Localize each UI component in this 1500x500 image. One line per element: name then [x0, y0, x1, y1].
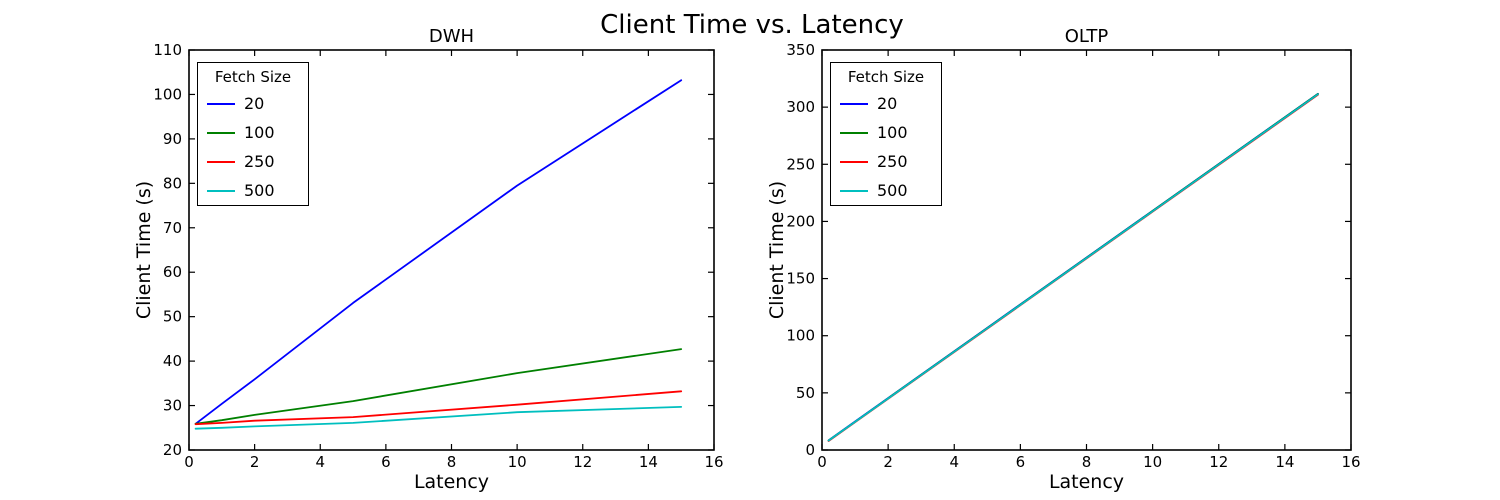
y-tick-label: 30 — [163, 397, 182, 415]
x-tick-label: 8 — [1082, 453, 1092, 471]
x-axis-label: Latency — [1049, 471, 1124, 493]
legend-label: 500 — [877, 181, 908, 200]
x-tick-label: 16 — [1341, 453, 1360, 471]
legend-entry-500: 500 — [198, 176, 308, 205]
subplot-title: DWH — [429, 26, 474, 47]
y-tick-label: 100 — [153, 85, 182, 103]
x-tick-label: 8 — [447, 453, 457, 471]
y-tick-label: 70 — [163, 219, 182, 237]
legend-line-swatch — [840, 160, 868, 163]
legend-line-swatch — [207, 189, 235, 192]
legend-entry-100: 100 — [831, 118, 941, 147]
x-tick-label: 0 — [184, 453, 194, 471]
legend-label: 250 — [244, 152, 275, 171]
subplot-dwh: 0 2 4 6 8 10 12 14 16 20 30 40 50 60 70 80 90 100 110 DWH La… — [133, 26, 724, 493]
legend-label: 20 — [244, 94, 265, 113]
legend-label: 250 — [877, 152, 908, 171]
legend-oltp: Fetch Size 20 100 250 500 — [830, 62, 942, 206]
legend-line-swatch — [207, 102, 235, 105]
legend-entry-500: 500 — [831, 176, 941, 205]
y-tick-label: 20 — [163, 441, 182, 459]
y-tick-label: 50 — [796, 384, 815, 402]
legend-line-swatch — [207, 160, 235, 163]
legend-entry-100: 100 — [198, 118, 308, 147]
legend-line-swatch — [840, 102, 868, 105]
legend-title: Fetch Size — [847, 68, 925, 86]
y-axis-label: Client Time (s) — [766, 181, 788, 319]
y-tick-label: 350 — [786, 41, 815, 59]
x-tick-label: 14 — [1275, 453, 1294, 471]
y-tick-label: 250 — [786, 155, 815, 173]
legend-dwh: Fetch Size 20 100 250 500 — [197, 62, 309, 206]
x-tick-label: 4 — [949, 453, 959, 471]
x-tick-label: 6 — [381, 453, 391, 471]
figure-title: Client Time vs. Latency — [600, 10, 904, 40]
y-tick-label: 60 — [163, 263, 182, 281]
legend-line-swatch — [207, 131, 235, 134]
legend-label: 500 — [244, 181, 275, 200]
line-series-20 — [194, 79, 683, 425]
x-tick-label: 10 — [508, 453, 527, 471]
x-tick-label: 2 — [250, 453, 260, 471]
subplot-title: OLTP — [1065, 26, 1109, 47]
legend-entry-250: 250 — [831, 147, 941, 176]
line-series-500 — [194, 405, 683, 430]
y-tick-label: 200 — [786, 212, 815, 230]
x-tick-label: 10 — [1143, 453, 1162, 471]
y-tick-label: 90 — [163, 130, 182, 148]
line-series-500 — [827, 93, 1319, 442]
legend-label: 100 — [877, 123, 908, 142]
legend-title: Fetch Size — [214, 68, 292, 86]
y-tick-label: 50 — [163, 308, 182, 326]
legend-label: 100 — [244, 123, 275, 142]
y-tick-label: 40 — [163, 352, 182, 370]
y-tick-label: 80 — [163, 174, 182, 192]
legend-line-swatch — [840, 131, 868, 134]
legend-entry-20: 20 — [831, 89, 941, 118]
x-tick-label: 4 — [315, 453, 325, 471]
subplot-oltp: 0 2 4 6 8 10 12 14 16 0 50 100 150 200 250 300 350 OLTP La… — [766, 26, 1361, 493]
y-axis-label: Client Time (s) — [133, 181, 155, 319]
y-tick-label: 100 — [786, 327, 815, 345]
x-tick-label: 2 — [883, 453, 893, 471]
y-tick-label: 150 — [786, 270, 815, 288]
line-series-250 — [194, 390, 683, 426]
y-tick-label: 110 — [153, 41, 182, 59]
x-tick-label: 12 — [573, 453, 592, 471]
x-tick-label: 14 — [639, 453, 658, 471]
legend-entry-250: 250 — [198, 147, 308, 176]
x-tick-label: 12 — [1209, 453, 1228, 471]
legend-entry-20: 20 — [198, 89, 308, 118]
legend-line-swatch — [840, 189, 868, 192]
x-tick-label: 6 — [1016, 453, 1026, 471]
y-tick-label: 300 — [786, 98, 815, 116]
line-series-100 — [194, 348, 683, 425]
legend-label: 20 — [877, 94, 898, 113]
x-tick-label: 0 — [817, 453, 827, 471]
x-tick-label: 16 — [704, 453, 723, 471]
y-tick-label: 0 — [805, 441, 815, 459]
x-axis-label: Latency — [414, 471, 489, 493]
